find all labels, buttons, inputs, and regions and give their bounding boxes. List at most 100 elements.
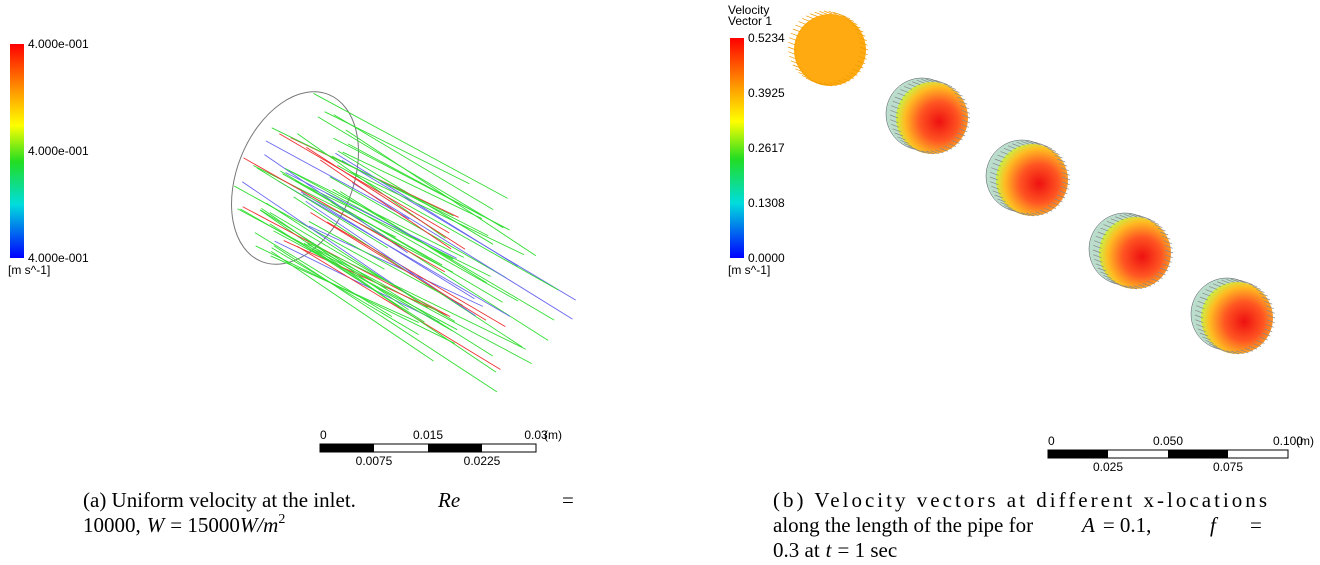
scale-label: 0.015 [413, 428, 443, 442]
vector [274, 240, 440, 323]
vector [1196, 305, 1205, 310]
vector [845, 75, 855, 79]
vector [852, 68, 861, 73]
vector [1103, 275, 1112, 279]
vector [1095, 235, 1104, 240]
vector [935, 149, 944, 154]
scale-unit: (m) [1296, 434, 1314, 448]
vector [1128, 213, 1138, 218]
vector [1235, 350, 1244, 355]
vector [1197, 300, 1206, 305]
vector [1142, 216, 1151, 221]
vector [997, 198, 1006, 203]
vector [819, 10, 828, 15]
vector [306, 147, 466, 250]
vector [1133, 213, 1142, 218]
vector [890, 119, 899, 124]
vector [994, 194, 1003, 199]
vector [789, 37, 798, 42]
vector [859, 51, 868, 56]
vector [991, 167, 1000, 172]
vector [1119, 214, 1128, 219]
vector [1259, 336, 1268, 341]
vector [337, 165, 559, 291]
vector [828, 82, 837, 87]
vector [1205, 340, 1214, 344]
vector [992, 190, 1001, 195]
vector [894, 96, 903, 101]
caption-a: (a) Uniform velocity at the inlet. Re = [83, 488, 574, 512]
vector [284, 167, 465, 258]
vector [280, 170, 503, 303]
vector [849, 21, 858, 25]
vector [989, 176, 999, 181]
vector [992, 162, 1001, 167]
vector [1240, 349, 1249, 354]
vector [341, 159, 576, 301]
vector [1164, 244, 1173, 249]
vector [891, 123, 900, 128]
legend-unit: [m s^-1] [728, 263, 770, 277]
vector [997, 154, 1006, 159]
vector [837, 79, 846, 84]
vector [1054, 198, 1063, 203]
vector [329, 176, 507, 279]
vector [959, 128, 968, 133]
vector [256, 167, 388, 249]
vector [841, 77, 851, 82]
vector [897, 92, 906, 97]
vector [897, 136, 906, 141]
vector [900, 140, 909, 144]
vector [1100, 271, 1109, 276]
vector [991, 185, 1000, 190]
vector [801, 18, 811, 22]
vector [939, 147, 948, 152]
vector [810, 79, 819, 84]
vector [795, 24, 804, 29]
vector [903, 86, 913, 90]
vector [279, 133, 450, 234]
scale-label: 0.0075 [356, 454, 393, 468]
vector [1244, 281, 1253, 286]
vector [841, 15, 851, 20]
vector [1266, 314, 1276, 319]
vector [1266, 319, 1275, 324]
vector [900, 89, 909, 93]
vector [1057, 158, 1066, 163]
vector [1264, 328, 1273, 333]
vector [1021, 140, 1030, 145]
vector [1012, 143, 1021, 148]
vector [342, 151, 483, 220]
vector [254, 232, 393, 318]
vector [903, 143, 913, 147]
colorbar [730, 38, 744, 258]
vector [954, 136, 963, 141]
vector [1262, 296, 1271, 301]
vector [265, 140, 410, 220]
vector [1021, 212, 1030, 217]
vector [1047, 205, 1057, 209]
vector [889, 114, 899, 119]
vector [852, 24, 861, 29]
scale-bar [320, 444, 374, 452]
vector [819, 82, 828, 87]
vector [1252, 286, 1262, 290]
vector [1262, 332, 1271, 337]
vector [1146, 218, 1156, 223]
vector [1205, 289, 1214, 293]
vector [798, 21, 807, 25]
vector [930, 150, 939, 155]
scale-label: 0.050 [1153, 434, 1183, 448]
disk [896, 82, 968, 154]
vector [823, 82, 833, 87]
vector [1007, 145, 1017, 150]
legend-label: 0.1308 [748, 196, 785, 210]
vector [1164, 254, 1173, 259]
vector [858, 37, 867, 42]
vector-disks [787, 10, 1276, 355]
vector [1248, 345, 1258, 350]
vector [1016, 141, 1025, 146]
disk [1099, 217, 1171, 289]
vector [892, 128, 901, 133]
